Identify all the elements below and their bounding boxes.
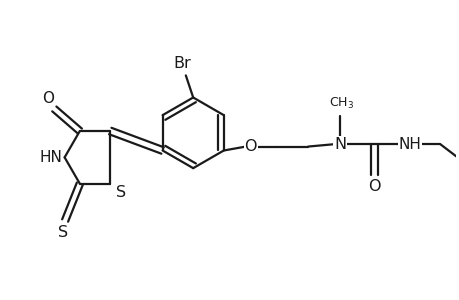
Text: S: S <box>116 185 126 200</box>
Text: O: O <box>367 179 380 194</box>
Text: O: O <box>244 139 257 154</box>
Text: HN: HN <box>39 150 62 165</box>
Text: S: S <box>57 225 67 240</box>
Text: Br: Br <box>173 56 191 70</box>
Text: CH$_3$: CH$_3$ <box>328 96 353 111</box>
Text: O: O <box>42 91 54 106</box>
Text: NH: NH <box>397 136 420 152</box>
Text: N: N <box>333 136 346 152</box>
